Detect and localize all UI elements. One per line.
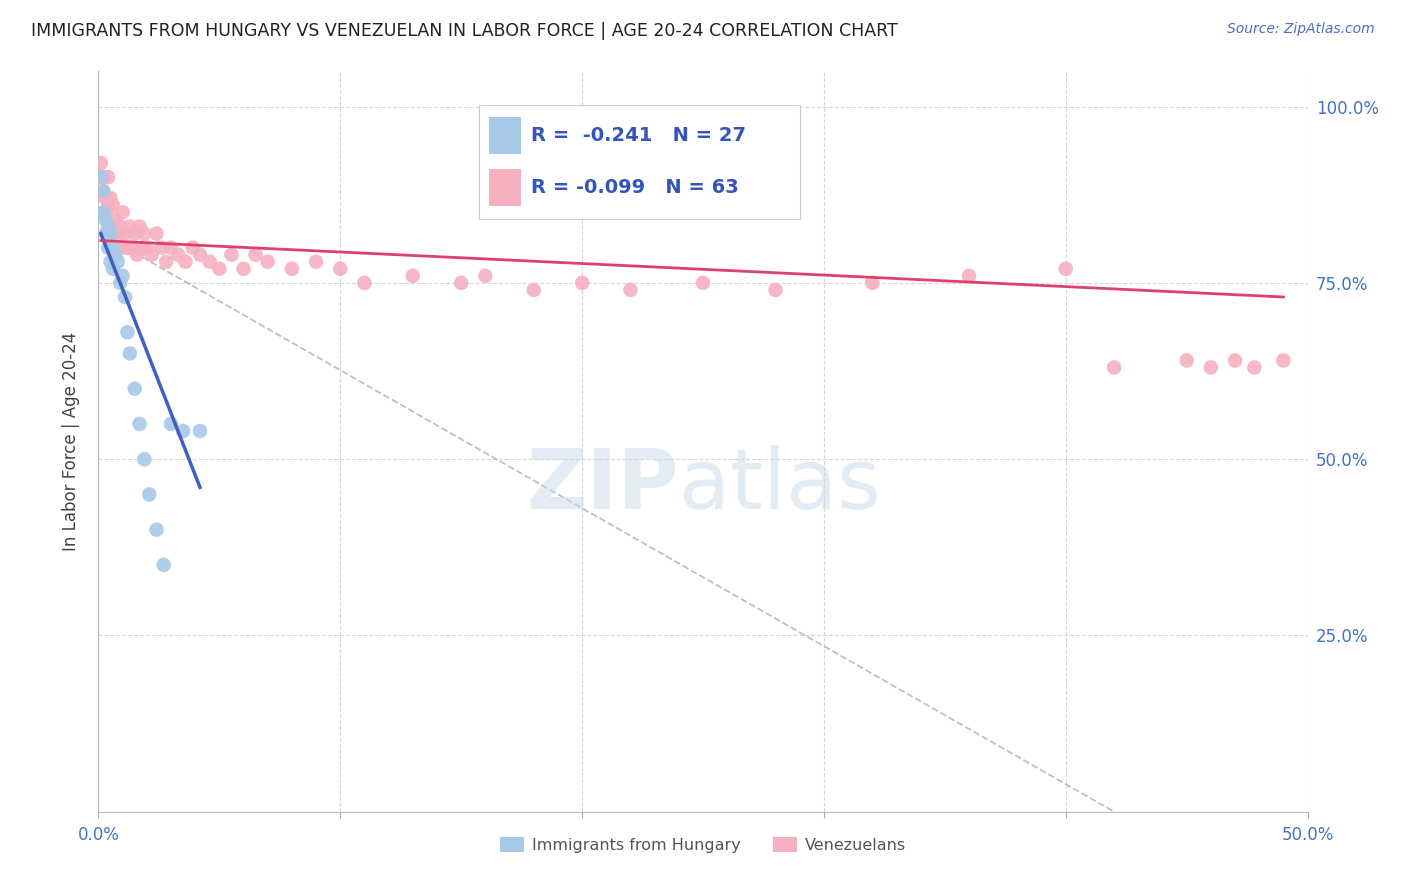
Text: Source: ZipAtlas.com: Source: ZipAtlas.com (1227, 22, 1375, 37)
Y-axis label: In Labor Force | Age 20-24: In Labor Force | Age 20-24 (62, 332, 80, 551)
Point (571, 276, 593, 290)
Point (198, 254, 221, 268)
Point (111, 241, 134, 255)
Point (155, 254, 177, 268)
Point (281, 261, 304, 276)
Point (188, 424, 211, 438)
Point (450, 276, 472, 290)
Point (94, 227, 117, 241)
Point (188, 248, 211, 262)
Point (245, 248, 267, 262)
Point (101, 198, 124, 212)
Point (353, 276, 375, 290)
Point (117, 325, 139, 339)
Point (329, 261, 352, 276)
Point (1243, 360, 1265, 375)
Point (174, 254, 197, 268)
Point (232, 261, 254, 276)
Point (97, 170, 120, 185)
Point (1272, 353, 1295, 368)
Point (100, 227, 122, 241)
Point (101, 227, 124, 241)
Point (118, 219, 141, 234)
Point (121, 241, 143, 255)
Point (100, 254, 122, 268)
Point (957, 268, 980, 283)
Point (128, 417, 150, 431)
Point (145, 523, 167, 537)
Point (100, 219, 122, 234)
Point (1175, 353, 1198, 368)
Point (128, 219, 150, 234)
Point (117, 241, 139, 255)
Point (1054, 261, 1077, 276)
Point (523, 283, 546, 297)
Point (94, 205, 117, 219)
Point (90, 156, 112, 170)
Legend: Immigrants from Hungary, Venezuelans: Immigrants from Hungary, Venezuelans (494, 830, 912, 859)
Point (131, 241, 153, 255)
Point (108, 219, 131, 234)
Point (145, 227, 167, 241)
Point (91, 170, 114, 185)
Point (91, 205, 114, 219)
Point (101, 261, 124, 276)
Point (134, 227, 156, 241)
Point (94, 191, 117, 205)
Point (111, 268, 134, 283)
Point (141, 248, 163, 262)
Point (107, 227, 129, 241)
Point (124, 382, 146, 396)
Point (138, 487, 160, 501)
Point (94, 212, 117, 227)
Point (402, 268, 425, 283)
Point (118, 346, 141, 360)
Point (104, 248, 127, 262)
Point (256, 254, 278, 268)
Text: atlas: atlas (679, 445, 880, 526)
Point (150, 241, 173, 255)
Point (124, 227, 146, 241)
Point (90, 170, 112, 185)
Point (108, 276, 131, 290)
Point (111, 205, 134, 219)
Point (104, 212, 127, 227)
Point (160, 417, 183, 431)
Point (97, 198, 120, 212)
Point (97, 241, 120, 255)
Point (167, 248, 190, 262)
Point (860, 276, 883, 290)
Point (221, 248, 243, 262)
Point (91, 184, 114, 198)
Text: IMMIGRANTS FROM HUNGARY VS VENEZUELAN IN LABOR FORCE | AGE 20-24 CORRELATION CHA: IMMIGRANTS FROM HUNGARY VS VENEZUELAN IN… (31, 22, 897, 40)
Point (181, 241, 204, 255)
Point (474, 268, 496, 283)
Point (172, 424, 194, 438)
Point (114, 227, 136, 241)
Point (160, 241, 183, 255)
Point (1199, 360, 1222, 375)
Point (134, 452, 156, 467)
Point (619, 283, 641, 297)
Point (97, 219, 120, 234)
Point (127, 248, 149, 262)
Point (107, 254, 129, 268)
Point (100, 191, 122, 205)
Point (114, 290, 136, 304)
Point (692, 276, 714, 290)
Text: ZIP: ZIP (526, 445, 679, 526)
Point (152, 558, 174, 572)
Point (135, 241, 157, 255)
Point (91, 184, 114, 198)
Point (305, 254, 328, 268)
Point (1102, 360, 1125, 375)
Point (101, 241, 124, 255)
Point (1223, 353, 1246, 368)
Point (765, 283, 787, 297)
Point (208, 261, 231, 276)
